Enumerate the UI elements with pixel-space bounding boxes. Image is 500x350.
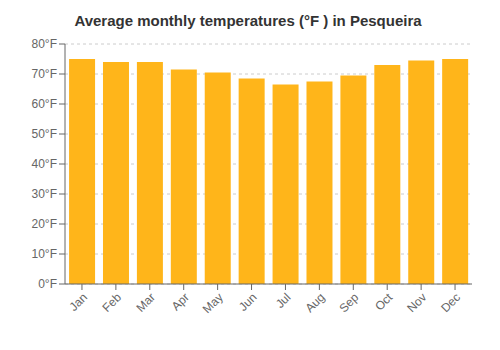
svg-text:60°F: 60°F (32, 97, 57, 111)
svg-text:80°F: 80°F (32, 37, 57, 51)
html-text:Average monthly temperatures (: Average monthly temperatures (°F ) in Pe… (74, 12, 422, 29)
svg-text:10°F: 10°F (32, 247, 57, 261)
svg-text:30°F: 30°F (32, 187, 57, 201)
svg-text:Nov: Nov (404, 290, 429, 315)
svg-text:Jun: Jun (236, 290, 260, 314)
svg-text:40°F: 40°F (32, 157, 57, 171)
svg-text:0°F: 0°F (38, 277, 57, 291)
svg-text:Dec: Dec (438, 290, 463, 315)
svg-text:Aug: Aug (303, 290, 328, 315)
svg-text:Apr: Apr (169, 290, 192, 313)
svg-text:Jul: Jul (273, 290, 294, 311)
svg-text:Jan: Jan (67, 290, 91, 314)
svg-text:Oct: Oct (372, 290, 396, 314)
svg-text:Feb: Feb (99, 290, 124, 315)
svg-text:May: May (200, 290, 226, 316)
svg-text:Mar: Mar (133, 290, 158, 315)
svg-text:20°F: 20°F (32, 217, 57, 231)
svg-text:Sep: Sep (336, 290, 361, 315)
svg-text:70°F: 70°F (32, 67, 57, 81)
svg-text:50°F: 50°F (32, 127, 57, 141)
